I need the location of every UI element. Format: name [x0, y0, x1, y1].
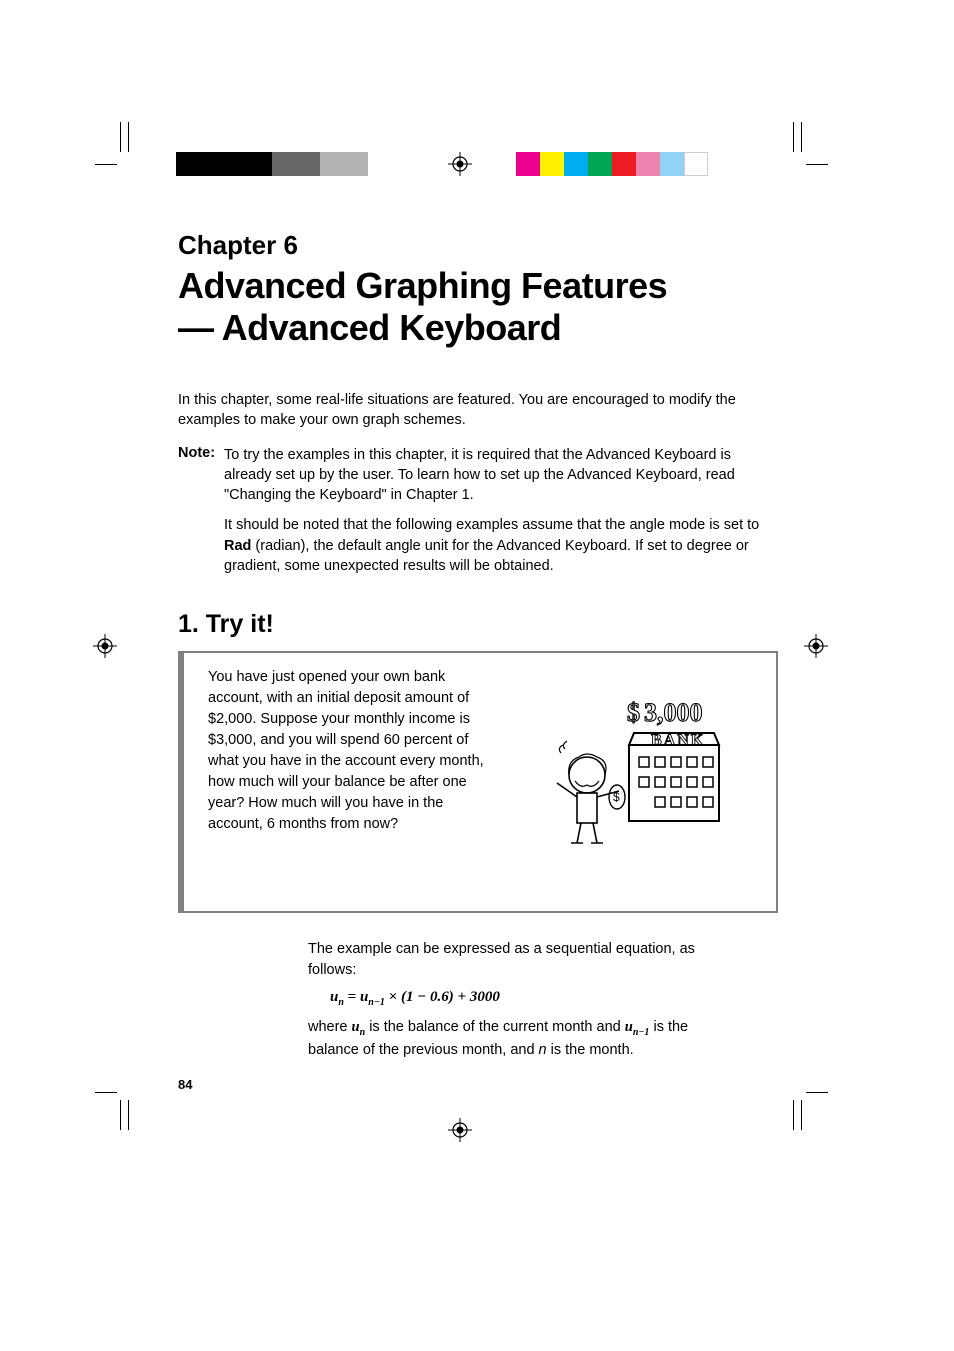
chapter-title: Advanced Graphing Features — Advanced Ke…: [178, 265, 778, 350]
svg-text:$: $: [627, 698, 640, 727]
crop-mark: [120, 122, 121, 152]
crop-mark: [806, 164, 828, 165]
tryit-text: You have just opened your own bank accou…: [208, 667, 488, 897]
chapter-label: Chapter 6: [178, 230, 778, 261]
equation: un = un−1 × (1 − 0.6) + 3000: [330, 987, 718, 1011]
registration-mark-icon: [93, 634, 117, 658]
crop-mark: [128, 122, 129, 152]
note-body: To try the examples in this chapter, it …: [224, 445, 778, 587]
page-number: 84: [178, 1077, 192, 1092]
svg-text:$: $: [613, 790, 620, 804]
section-title: 1. Try it!: [178, 610, 778, 639]
note-label: Note:: [178, 445, 224, 587]
explain-after: where un is the balance of the current m…: [308, 1017, 718, 1061]
note-para2: It should be noted that the following ex…: [224, 515, 778, 576]
bank-illustration-icon: $ 3,000 BANK: [539, 693, 729, 883]
registration-mark-icon: [448, 1118, 472, 1142]
crop-mark: [793, 1100, 794, 1130]
registration-mark-icon: [804, 634, 828, 658]
color-bar-right: [516, 152, 708, 176]
chapter-title-line1: Advanced Graphing Features: [178, 265, 667, 306]
crop-mark: [801, 1100, 802, 1130]
color-bar-left: [176, 152, 368, 176]
registration-mark-icon: [448, 152, 472, 176]
chapter-title-line2: — Advanced Keyboard: [178, 307, 561, 348]
page-content: Chapter 6 Advanced Graphing Features — A…: [178, 230, 778, 1067]
crop-mark: [801, 122, 802, 152]
crop-mark: [128, 1100, 129, 1130]
crop-mark: [95, 164, 117, 165]
intro-paragraph: In this chapter, some real-life situatio…: [178, 390, 778, 431]
note-block: Note: To try the examples in this chapte…: [178, 445, 778, 587]
svg-text:3,000: 3,000: [644, 698, 703, 727]
crop-mark: [95, 1092, 117, 1093]
explanation: The example can be expressed as a sequen…: [308, 939, 718, 1061]
note-para1: To try the examples in this chapter, it …: [224, 445, 778, 506]
tryit-box: You have just opened your own bank accou…: [178, 651, 778, 913]
explain-intro: The example can be expressed as a sequen…: [308, 939, 718, 981]
tryit-illustration: $ 3,000 BANK: [508, 667, 760, 897]
crop-mark: [806, 1092, 828, 1093]
crop-mark: [793, 122, 794, 152]
crop-mark: [120, 1100, 121, 1130]
svg-text:BANK: BANK: [651, 732, 705, 749]
